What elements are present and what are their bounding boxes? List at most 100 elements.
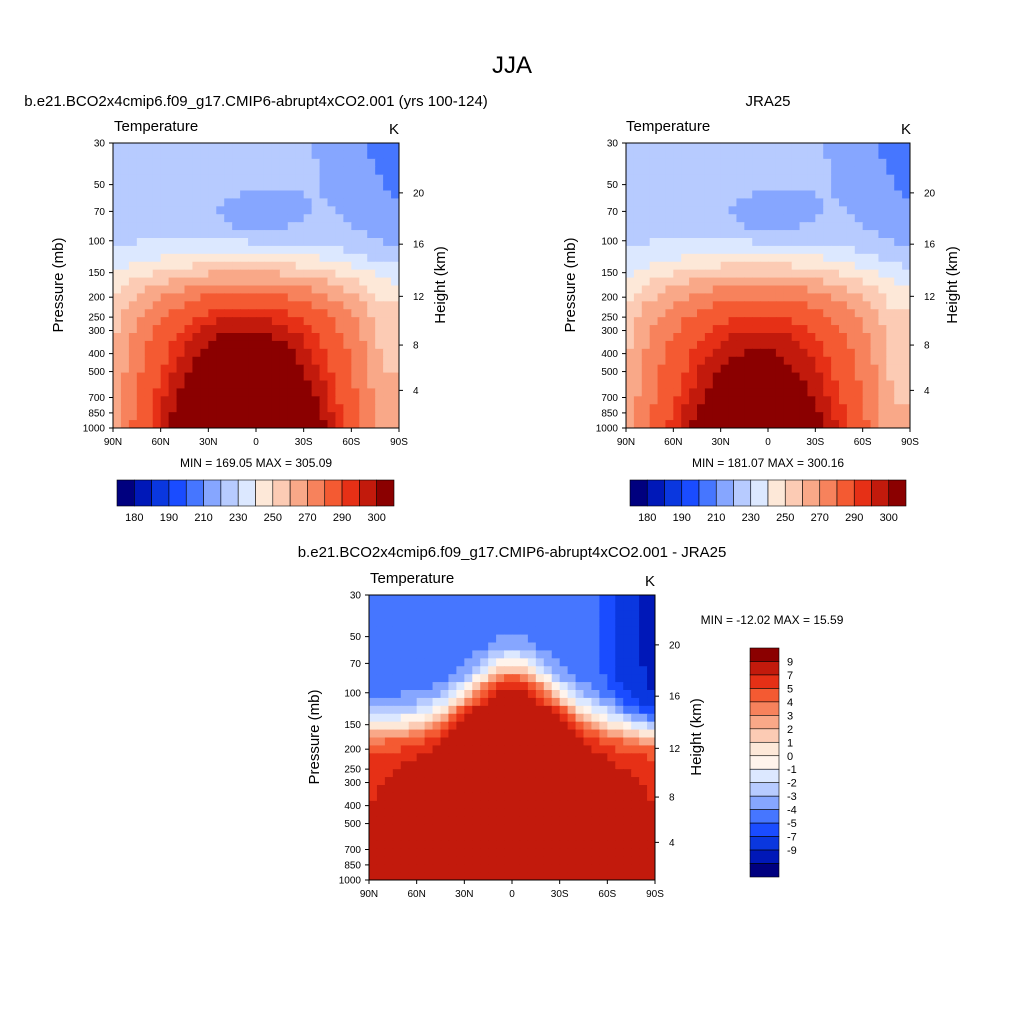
contour-cell xyxy=(224,396,233,405)
contour-cell xyxy=(815,245,824,255)
contour-cell xyxy=(383,143,392,152)
contour-cell xyxy=(369,705,378,715)
contour-cell xyxy=(152,325,162,334)
contour-cell xyxy=(831,396,840,405)
contour-cell xyxy=(760,301,769,310)
contour-cell xyxy=(626,317,635,326)
contour-cell xyxy=(583,697,593,707)
contour-cell xyxy=(846,150,856,160)
contour-cell xyxy=(351,253,360,263)
contour-cell xyxy=(200,372,209,382)
contour-cell xyxy=(768,325,777,334)
contour-cell xyxy=(543,800,553,810)
contour-cell xyxy=(224,333,233,342)
contour-cell xyxy=(416,856,426,865)
contour-cell xyxy=(599,721,608,731)
contour-cell xyxy=(641,372,651,382)
contour-cell xyxy=(256,253,265,263)
contour-cell xyxy=(791,325,801,334)
contour-cell xyxy=(543,705,553,715)
contour-cell xyxy=(768,158,777,168)
contour-cell xyxy=(854,348,864,358)
contour-cell xyxy=(448,618,457,628)
contour-cell xyxy=(128,166,138,176)
contour-cell xyxy=(775,333,785,342)
contour-cell xyxy=(496,824,505,834)
contour-cell xyxy=(799,348,809,358)
contour-cell xyxy=(846,380,856,390)
contour-cell xyxy=(894,348,903,358)
contour-cell xyxy=(263,190,273,200)
contour-cell xyxy=(599,824,608,834)
contour-cell xyxy=(392,674,402,683)
contour-cell xyxy=(704,230,714,239)
contour-cell xyxy=(519,713,529,723)
contour-cell xyxy=(176,230,186,239)
contour-cell xyxy=(894,261,903,271)
contour-cell xyxy=(359,317,368,326)
contour-cell xyxy=(720,261,730,271)
contour-cell xyxy=(649,388,659,397)
contour-cell xyxy=(649,325,659,334)
contour-cell xyxy=(527,745,537,754)
contour-cell xyxy=(591,642,600,652)
contour-cell xyxy=(152,340,162,350)
contour-cell xyxy=(894,412,903,421)
contour-cell xyxy=(535,713,545,723)
contour-cell xyxy=(375,420,384,428)
contour-cell xyxy=(327,253,337,263)
contour-cell xyxy=(736,301,745,310)
contour-cell xyxy=(519,602,529,612)
contour-cell xyxy=(591,682,600,691)
contour-cell xyxy=(295,174,305,184)
contour-cell xyxy=(815,372,824,382)
contour-cell xyxy=(799,261,809,271)
contour-cell xyxy=(591,634,600,644)
contour-cell xyxy=(615,769,624,778)
contour-cell xyxy=(633,245,643,255)
contour-cell xyxy=(768,261,777,271)
contour-cell xyxy=(440,792,450,802)
contour-cell xyxy=(689,206,698,215)
contour-cell xyxy=(775,285,785,295)
contour-cell xyxy=(391,158,399,168)
contour-cell xyxy=(480,618,489,628)
contour-cell xyxy=(408,737,418,747)
contour-cell xyxy=(416,626,426,636)
contour-cell xyxy=(543,785,553,794)
contour-cell xyxy=(626,372,635,382)
contour-cell xyxy=(775,245,785,255)
contour-cell xyxy=(543,753,553,762)
contour-cell xyxy=(160,182,170,192)
contour-cell xyxy=(760,150,769,160)
contour-cell xyxy=(639,848,648,857)
contour-cell xyxy=(623,808,632,818)
contour-cell xyxy=(176,198,186,207)
contour-cell xyxy=(559,729,569,739)
contour-cell xyxy=(408,792,418,802)
contour-cell xyxy=(665,206,674,215)
contour-cell xyxy=(712,166,722,176)
contour-cell xyxy=(263,269,273,279)
contour-cell xyxy=(712,190,722,200)
contour-cell xyxy=(128,238,138,247)
contour-cell xyxy=(878,158,887,168)
contour-cell xyxy=(311,158,321,168)
contour-cell xyxy=(464,626,473,636)
contour-cell xyxy=(192,420,201,428)
contour-cell xyxy=(647,785,655,794)
contour-cell xyxy=(639,769,648,778)
contour-cell xyxy=(689,277,698,287)
contour-cell xyxy=(736,206,745,215)
contour-cell xyxy=(854,206,864,215)
contour-cell xyxy=(176,150,186,160)
contour-cell xyxy=(775,372,785,382)
contour-cell xyxy=(367,325,376,334)
contour-cell xyxy=(519,697,529,707)
contour-cell xyxy=(815,198,824,207)
contour-cell xyxy=(752,333,761,342)
y-tick-label: 700 xyxy=(601,393,618,404)
contour-cell xyxy=(440,745,450,754)
contour-cell xyxy=(480,792,489,802)
contour-cell xyxy=(392,769,402,778)
